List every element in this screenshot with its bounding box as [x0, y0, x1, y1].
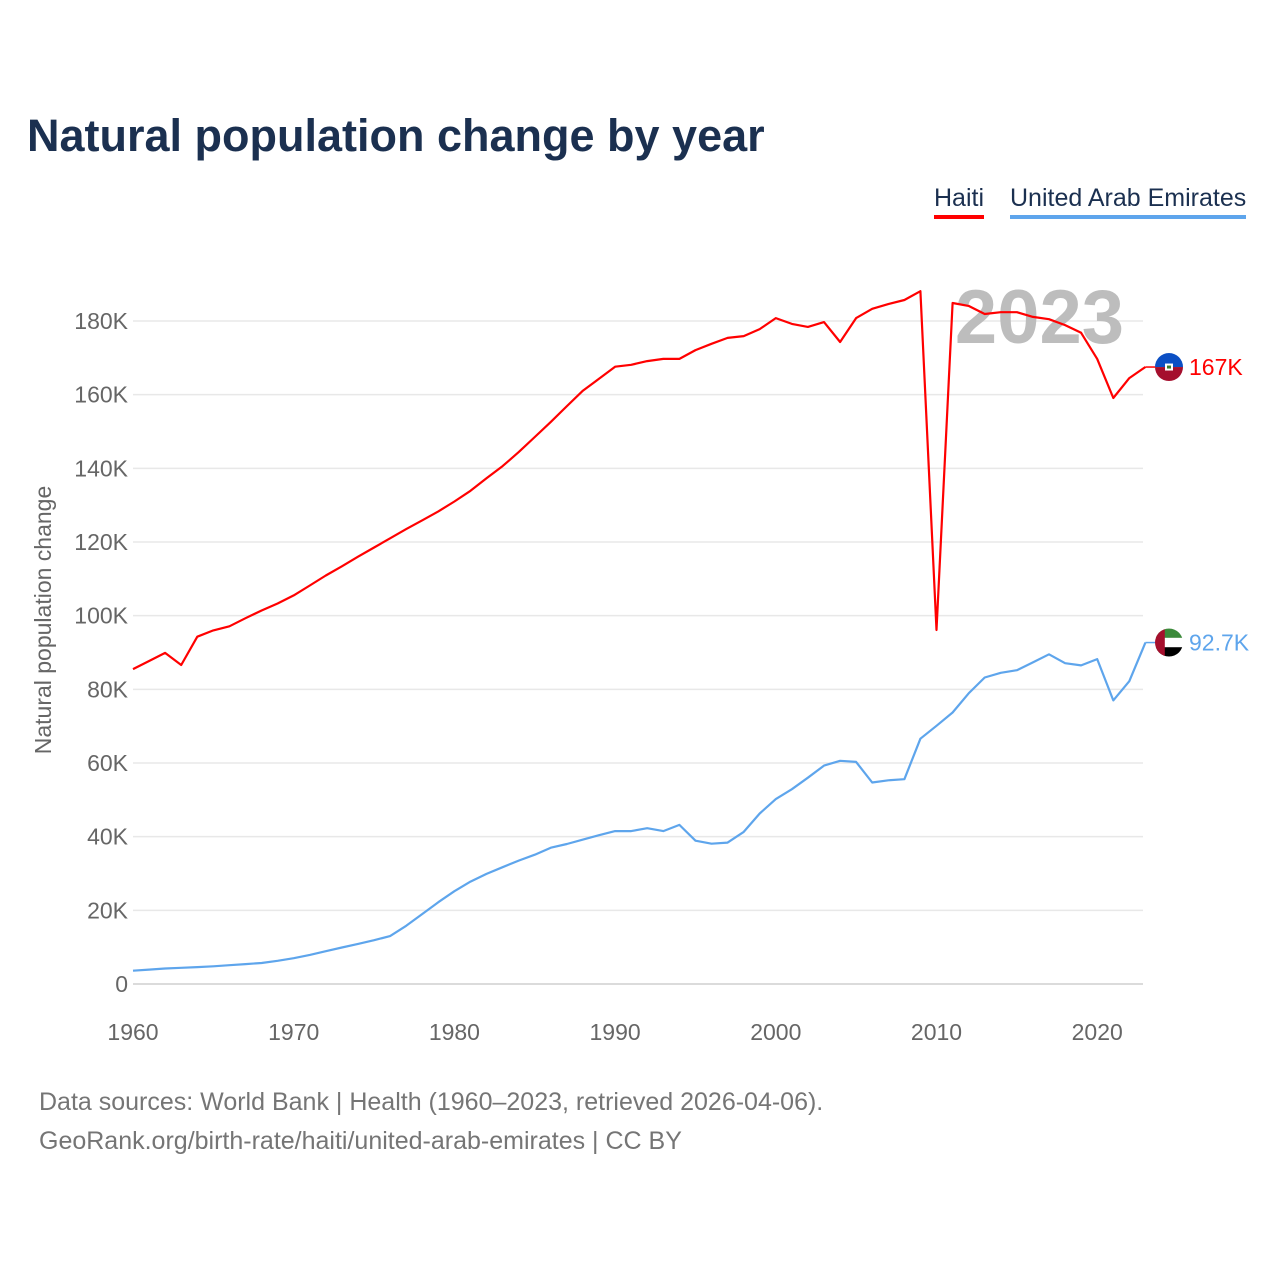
- x-tick-label: 2010: [911, 1019, 962, 1045]
- y-tick-label: 120K: [74, 529, 128, 555]
- x-tick-label: 2020: [1072, 1019, 1123, 1045]
- y-tick-label: 140K: [74, 455, 128, 481]
- series-end-markers: 167K 92.7K: [1145, 353, 1250, 657]
- series-lines: [132, 290, 1147, 972]
- end-value-label: 92.7K: [1189, 630, 1250, 656]
- end-value-label: 167K: [1189, 354, 1243, 380]
- series-line-uae: [132, 642, 1147, 972]
- footer-sources: Data sources: World Bank | Health (1960–…: [39, 1088, 824, 1116]
- x-tick-label: 2000: [750, 1019, 801, 1045]
- legend-item-haiti[interactable]: Haiti: [934, 184, 985, 219]
- y-axis-ticks: 0 20K 40K 60K 80K 100K 120K 140K 160K 180K: [74, 308, 128, 997]
- haiti-flag: [1155, 353, 1183, 382]
- y-tick-label: 20K: [87, 897, 129, 923]
- uae-flag: [1155, 628, 1183, 657]
- legend-item-uae[interactable]: United Arab Emirates: [1010, 184, 1247, 219]
- footer-attribution[interactable]: GeoRank.org/birth-rate/haiti/united-arab…: [39, 1127, 682, 1155]
- series-line-haiti: [132, 290, 1147, 671]
- x-tick-label: 1980: [429, 1019, 480, 1045]
- x-tick-label: 1990: [590, 1019, 641, 1045]
- y-tick-label: 180K: [74, 308, 128, 334]
- x-axis-ticks: 1960 1970 1980 1990 2000 2010 2020: [107, 1019, 1122, 1045]
- y-tick-label: 100K: [74, 603, 128, 629]
- x-tick-label: 1960: [107, 1019, 158, 1045]
- y-tick-label: 160K: [74, 382, 128, 408]
- gridlines: [133, 320, 1143, 985]
- y-tick-label: 60K: [87, 750, 129, 776]
- chart-title: Natural population change by year: [27, 110, 765, 161]
- y-tick-label: 80K: [87, 676, 129, 702]
- y-tick-label: 0: [115, 971, 128, 997]
- y-tick-label: 40K: [87, 824, 129, 850]
- y-axis-label: Natural population change: [30, 486, 56, 755]
- x-tick-label: 1970: [268, 1019, 319, 1045]
